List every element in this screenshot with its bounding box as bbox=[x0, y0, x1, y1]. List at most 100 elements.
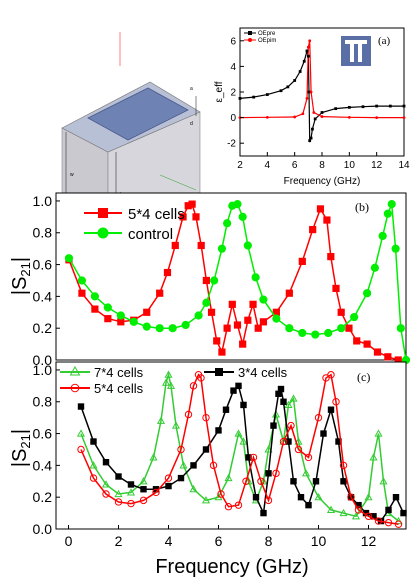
c-series-point-5-4-cells bbox=[327, 371, 335, 379]
c-series-point-3-4-cells bbox=[235, 382, 242, 390]
b-series-point-5-4-cells bbox=[363, 340, 371, 348]
b-series-point-5-4-cells bbox=[259, 318, 268, 326]
b-series-point-control bbox=[194, 311, 203, 320]
a-series-point-oepim bbox=[308, 39, 312, 43]
b-series-point-control bbox=[350, 312, 359, 322]
c-series-point-3-4-cells bbox=[140, 486, 147, 493]
panel-b-plot-area bbox=[55, 192, 407, 361]
a-series-point-oepre bbox=[305, 49, 309, 53]
panel-c-axes-group: 0 2 4 6 8 10 12 0.0 0.2 0.4 0.6 0.8 1.0 bbox=[33, 362, 377, 549]
b-series-point-5-4-cells bbox=[316, 205, 325, 213]
c-series-point-5-4-cells bbox=[217, 490, 225, 498]
b-series-point-control bbox=[298, 328, 307, 338]
a-series-point-oepre bbox=[286, 85, 290, 89]
c-series-point-3-4-cells bbox=[165, 482, 172, 490]
c-series-point-5-4-cells bbox=[287, 421, 295, 430]
a-series-point-oepim bbox=[293, 115, 297, 119]
b-axes-ytick-label: 0.6 bbox=[33, 256, 53, 272]
c-series-point-3-4-cells bbox=[335, 438, 342, 445]
b-series-point-5-4-cells bbox=[233, 321, 242, 329]
a-series-point-oepim bbox=[320, 115, 324, 118]
c-series-point-3-4-cells bbox=[90, 438, 97, 445]
c-series-point-7-4-cells bbox=[189, 485, 198, 493]
b-series-point-control bbox=[363, 289, 372, 298]
b-series-point-control bbox=[64, 254, 74, 263]
c-series-point-3-4-cells bbox=[240, 401, 247, 409]
a-axes-xtick-label: 14 bbox=[398, 160, 410, 171]
c-series-point-3-4-cells bbox=[245, 454, 252, 461]
b-series-point-5-4-cells bbox=[218, 348, 226, 356]
b-series-point-5-4-cells bbox=[223, 324, 231, 332]
c-series-point-3-4-cells bbox=[290, 478, 297, 485]
a-series-line-oepre bbox=[239, 48, 404, 143]
a-series-point-oepre bbox=[311, 127, 314, 131]
panel-a: 2 4 6 8 10 12 14 -2 0 2 4 6 OEpre OEpim (a) Frequen… bbox=[214, 27, 410, 187]
c-series-point-5-4-cells bbox=[202, 413, 210, 422]
c-series-point-3-4-cells bbox=[277, 385, 285, 393]
c-series-point-5-4-cells bbox=[264, 496, 273, 505]
b-series-point-control bbox=[383, 209, 392, 218]
b-series-point-control bbox=[233, 200, 242, 209]
c-series-point-5-4-cells bbox=[354, 506, 363, 514]
c-series-point-5-4-cells bbox=[234, 501, 243, 509]
c-series-point-3-4-cells bbox=[275, 390, 282, 398]
panel-b-legend: 5*4 cells control bbox=[84, 206, 185, 243]
a-axes-xtick-label: 6 bbox=[292, 160, 298, 171]
c-series-point-3-4-cells bbox=[215, 427, 222, 434]
panel-c-series-group bbox=[76, 370, 407, 528]
c-series-point-5-4-cells bbox=[339, 461, 348, 470]
a-axes-ytick-label: 6 bbox=[230, 36, 236, 47]
b-series-point-5-4-cells bbox=[384, 353, 392, 361]
c-series-point-3-4-cells bbox=[385, 506, 392, 514]
c-axes-ytick-label: 0.4 bbox=[33, 457, 53, 473]
c-series-point-3-4-cells bbox=[115, 473, 122, 480]
a-series-point-oepre bbox=[298, 70, 302, 73]
c-series-point-3-4-cells bbox=[285, 438, 292, 445]
b-series-point-control bbox=[311, 330, 320, 339]
b-series-point-control bbox=[391, 244, 400, 253]
panel-a-ylabel: ε_eff bbox=[214, 81, 225, 102]
b-series-point-control bbox=[217, 244, 227, 253]
c-series-point-5-4-cells bbox=[102, 490, 110, 498]
b-series-point-5-4-cells bbox=[184, 202, 192, 210]
b-series-point-5-4-cells bbox=[197, 241, 205, 250]
c-series-point-5-4-cells bbox=[77, 445, 85, 454]
c-series-point-7-4-cells bbox=[289, 394, 298, 402]
c-series-point-5-4-cells bbox=[332, 398, 340, 406]
c-series-point-7-4-cells bbox=[171, 421, 181, 429]
b-series-point-5-4-cells bbox=[254, 324, 262, 332]
c-series-point-5-4-cells bbox=[364, 512, 373, 520]
c-axes-ytick-label: 0.8 bbox=[33, 394, 53, 410]
a-series-point-oepim bbox=[305, 97, 309, 100]
a-axes-xtick-label: 4 bbox=[265, 160, 271, 171]
c-series-point-7-4-cells bbox=[379, 477, 388, 485]
c-series-point-7-4-cells bbox=[301, 469, 311, 477]
a-series-point-oepre bbox=[293, 79, 297, 82]
a-series-point-oepim bbox=[312, 111, 316, 114]
c-axes-ytick-label: 0.6 bbox=[33, 425, 53, 441]
b-series-point-control bbox=[202, 298, 211, 307]
panel-c-legend-label-7x4: 7*4 cells bbox=[94, 365, 144, 380]
c-series-point-7-4-cells bbox=[76, 429, 86, 437]
a-series-point-oepim bbox=[402, 116, 406, 119]
b-axes-ytick-label: 1.0 bbox=[33, 193, 53, 209]
c-series-point-3-4-cells bbox=[265, 470, 272, 477]
b-series-point-5-4-cells bbox=[202, 276, 210, 285]
c-series-point-3-4-cells bbox=[312, 478, 320, 485]
panel-a-label: (a) bbox=[378, 35, 391, 47]
a-series-point-oepre bbox=[265, 93, 269, 96]
c-series-point-7-4-cells bbox=[284, 400, 293, 409]
c-series-point-3-4-cells bbox=[127, 481, 135, 488]
panel-b-label: (b) bbox=[355, 200, 369, 214]
c-series-point-7-4-cells bbox=[179, 461, 188, 469]
b-series-point-5-4-cells bbox=[337, 308, 345, 316]
a-series-point-oepre bbox=[307, 90, 311, 94]
panel-a-legend-label-oepre: OEpre bbox=[258, 31, 276, 37]
c-series-point-3-4-cells bbox=[340, 478, 347, 485]
c-series-point-3-4-cells bbox=[305, 501, 312, 509]
a-series-point-oepim bbox=[301, 112, 305, 116]
c-series-point-3-4-cells bbox=[102, 459, 110, 466]
c-axes-xtick-label: 4 bbox=[165, 533, 173, 549]
b-series-point-control bbox=[396, 324, 405, 333]
c-series-point-7-4-cells bbox=[164, 370, 173, 378]
